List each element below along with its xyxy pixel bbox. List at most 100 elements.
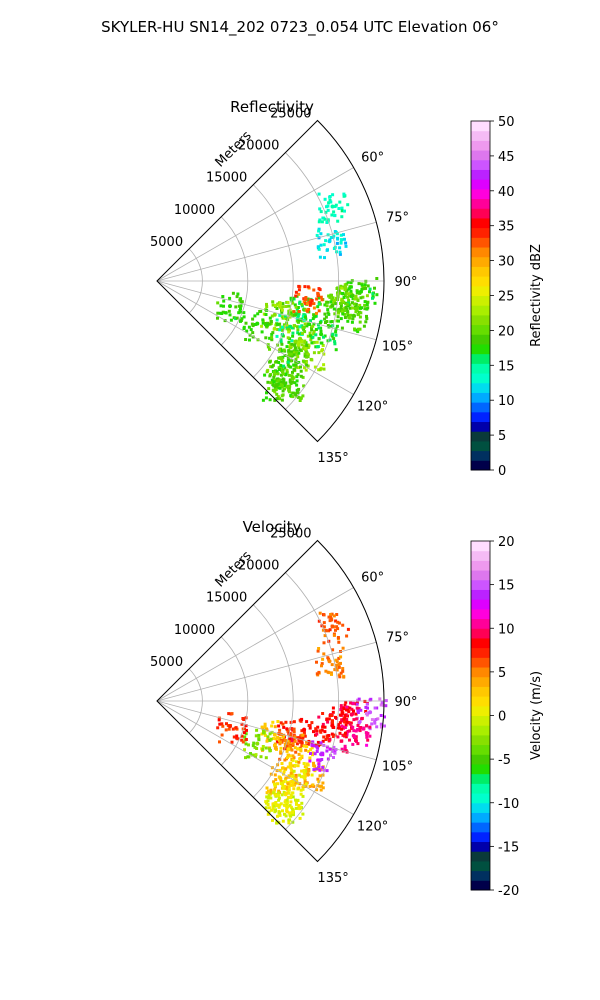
echo-gate	[294, 357, 298, 361]
echo-gate	[315, 660, 318, 664]
echo-gate	[328, 628, 332, 632]
echo-gate	[296, 314, 300, 318]
echo-gate	[254, 753, 258, 757]
echo-gate	[318, 774, 322, 778]
echo-gate	[333, 214, 337, 218]
echo-gate	[337, 308, 341, 312]
echo-gate	[305, 720, 309, 724]
echo-gate	[295, 307, 299, 311]
echo-gate	[292, 313, 296, 317]
echo-gate	[360, 287, 364, 291]
echo-gate	[309, 334, 312, 338]
echo-center	[330, 624, 335, 629]
echo-gate	[363, 285, 366, 289]
echo-gate	[286, 739, 290, 743]
colorbar-label: Reflectivity dBZ	[529, 244, 544, 347]
echo-gate	[333, 230, 337, 233]
echo-gate	[344, 301, 348, 305]
echo-gate	[340, 206, 344, 210]
echo-gate	[305, 762, 309, 766]
echo-gate	[265, 795, 269, 799]
echo-gate	[325, 221, 329, 224]
echo-gate	[244, 742, 248, 746]
colorbar-swatch	[471, 599, 490, 610]
echo-gate	[336, 726, 340, 730]
echo-gate	[312, 730, 315, 734]
echo-gate	[261, 727, 265, 731]
echo-gate	[294, 773, 298, 777]
echo-gate	[315, 672, 319, 676]
echo-gate	[338, 675, 342, 679]
colorbar-swatch	[471, 608, 490, 620]
echo-gate	[288, 384, 292, 388]
echo-gate	[329, 300, 333, 304]
echo-gate	[332, 633, 336, 637]
echo-gate	[278, 740, 282, 744]
echo-gate	[339, 241, 343, 244]
echo-gate	[266, 799, 270, 803]
echo-gate	[269, 772, 273, 776]
echo-gate	[276, 791, 280, 795]
echo-gate	[276, 372, 280, 376]
echo-gate	[275, 318, 279, 322]
echo-gate	[304, 347, 308, 351]
echo-gate	[357, 697, 361, 701]
echo-gate	[270, 314, 274, 318]
echo-gate	[311, 317, 315, 321]
echo-gate	[287, 352, 291, 356]
echo-gate	[295, 742, 299, 746]
echo-gate	[239, 310, 243, 314]
colorbar-swatch	[471, 266, 490, 277]
echo-gate	[343, 209, 346, 213]
echo-gate	[283, 739, 287, 742]
echo-gate	[241, 740, 245, 744]
echo-gate	[289, 382, 293, 385]
echo-gate	[227, 727, 231, 731]
echo-gate	[321, 348, 324, 352]
echo-gate	[306, 285, 310, 289]
echo-gate	[364, 705, 368, 709]
azimuth-spoke	[156, 700, 354, 815]
echo-gate	[302, 771, 306, 775]
echo-gate	[339, 284, 343, 288]
echo-gate	[266, 380, 270, 384]
echo-gate	[318, 784, 322, 788]
echo-gate	[373, 286, 376, 290]
echo-gate	[321, 657, 325, 661]
echo-gate	[336, 620, 340, 624]
echo-gate	[349, 701, 353, 705]
echo-gate	[294, 750, 298, 754]
echo-gate	[306, 742, 310, 746]
echo-gate	[341, 669, 345, 673]
echo-gate	[306, 364, 310, 368]
colorbar-swatch	[471, 179, 490, 190]
echo-gate	[291, 791, 295, 795]
echo-gate	[369, 697, 373, 701]
echo-gate	[306, 355, 310, 359]
echo-gate	[273, 773, 277, 777]
echo-gate	[278, 304, 282, 308]
echo-gate	[319, 210, 323, 214]
echo-gate	[338, 246, 342, 250]
colorbar-swatch	[471, 450, 490, 461]
echo-gate	[363, 303, 367, 307]
colorbar-tick-label: -20	[498, 884, 519, 899]
echo-gate	[282, 770, 286, 774]
echo-gate	[316, 740, 320, 744]
echo-gate	[275, 307, 279, 310]
colorbar-swatch	[471, 227, 490, 238]
echo-gate	[277, 789, 281, 793]
echo-gate	[220, 312, 224, 315]
echo-gate	[307, 724, 311, 727]
echo-gate	[353, 307, 357, 310]
echo-gate	[311, 751, 315, 755]
colorbar-swatch	[471, 363, 490, 374]
echo-gate	[338, 200, 342, 204]
echo-gate	[236, 292, 240, 296]
echo-gate	[356, 330, 360, 334]
echo-gate	[287, 791, 291, 795]
echo-gate	[278, 728, 282, 732]
echo-gate	[275, 377, 279, 381]
echo-gate	[321, 781, 325, 785]
